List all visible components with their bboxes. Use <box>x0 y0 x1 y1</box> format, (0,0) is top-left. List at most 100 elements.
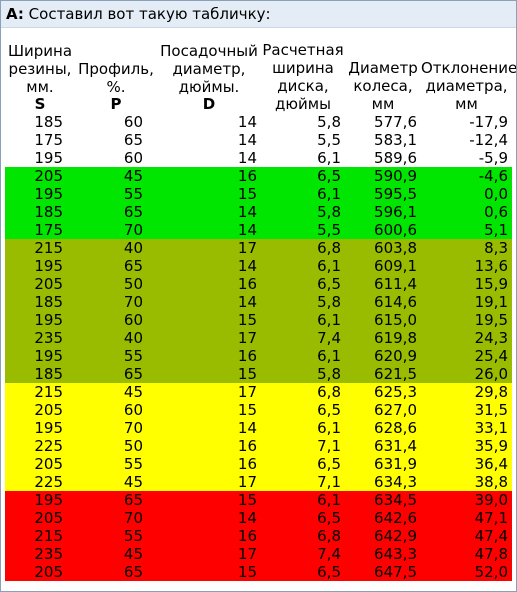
table-row: 225 50 16 7,1 631,4 35,9 <box>5 437 512 455</box>
header-wheel-diameter: Диаметр колеса, мм <box>345 41 421 113</box>
table-cell-rim-width: 6,1 <box>261 311 345 329</box>
table-cell-diameter-deviation: 47,8 <box>421 545 512 563</box>
table-cell-diameter-deviation: 19,1 <box>421 293 512 311</box>
table-cell-width: 195 <box>5 311 75 329</box>
table-row: 205 60 15 6,5 627,0 31,5 <box>5 401 512 419</box>
table-cell-rim-width: 6,8 <box>261 383 345 401</box>
table-cell-rim-width: 6,1 <box>261 419 345 437</box>
post-header: A: Составил вот такую табличку: <box>1 1 516 28</box>
header-line: дюймы. <box>178 78 240 96</box>
table-cell-width: 235 <box>5 545 75 563</box>
table-cell-rim-diameter: 15 <box>157 365 261 383</box>
header-symbol: P <box>110 95 122 113</box>
table-cell-width: 205 <box>5 455 75 473</box>
table-cell-width: 205 <box>5 167 75 185</box>
table-row: 185 70 14 5,8 614,6 19,1 <box>5 293 512 311</box>
table-row: 215 40 17 6,8 603,8 8,3 <box>5 239 512 257</box>
table-cell-diameter-deviation: 29,8 <box>421 383 512 401</box>
header-line: Отклонение <box>421 59 517 77</box>
table-cell-diameter-deviation: 19,5 <box>421 311 512 329</box>
table-wrapper: Ширина резины, мм. S Профиль,%. P Посадочный д… <box>5 41 517 581</box>
header-line: %. <box>106 78 126 96</box>
table-cell-diameter-deviation: 24,3 <box>421 329 512 347</box>
table-row: 205 70 14 6,5 642,6 47,1 <box>5 509 512 527</box>
table-cell-rim-diameter: 16 <box>157 347 261 365</box>
table-cell-rim-width: 5,5 <box>261 131 345 149</box>
table-cell-width: 205 <box>5 509 75 527</box>
table-cell-profile: 55 <box>75 455 157 473</box>
table-cell-rim-diameter: 15 <box>157 401 261 419</box>
table-cell-profile: 60 <box>75 149 157 167</box>
table-cell-diameter-deviation: 47,4 <box>421 527 512 545</box>
table-cell-rim-diameter: 14 <box>157 149 261 167</box>
table-row: 195 60 14 6,1 589,6 -5,9 <box>5 149 512 167</box>
table-cell-width: 195 <box>5 419 75 437</box>
table-cell-wheel-diameter: 634,5 <box>345 491 421 509</box>
header-line: Диаметр <box>348 59 418 77</box>
table-row: 195 65 15 6,1 634,5 39,0 <box>5 491 512 509</box>
table-cell-wheel-diameter: 590,9 <box>345 167 421 185</box>
table-row: 185 65 15 5,8 621,5 26,0 <box>5 365 512 383</box>
table-cell-profile: 45 <box>75 473 157 491</box>
table-cell-diameter-deviation: 36,4 <box>421 455 512 473</box>
table-cell-width: 235 <box>5 329 75 347</box>
table-row: 185 60 14 5,8 577,6 -17,9 <box>5 113 512 131</box>
header-line: диаметра, <box>425 77 508 95</box>
table-cell-diameter-deviation: 15,9 <box>421 275 512 293</box>
table-cell-rim-diameter: 17 <box>157 473 261 491</box>
tire-size-table: Ширина резины, мм. S Профиль,%. P Посадочный д… <box>5 41 517 581</box>
table-cell-diameter-deviation: 26,0 <box>421 365 512 383</box>
table-cell-diameter-deviation: 0,6 <box>421 203 512 221</box>
table-row: 175 65 14 5,5 583,1 -12,4 <box>5 131 512 149</box>
table-cell-profile: 60 <box>75 113 157 131</box>
table-cell-profile: 45 <box>75 383 157 401</box>
table-cell-rim-diameter: 15 <box>157 311 261 329</box>
table-cell-rim-width: 6,1 <box>261 347 345 365</box>
header-line: ширина <box>272 59 334 77</box>
table-cell-width: 225 <box>5 437 75 455</box>
table-cell-wheel-diameter: 634,3 <box>345 473 421 491</box>
table-cell-diameter-deviation: 38,8 <box>421 473 512 491</box>
header-line: Ширина <box>7 42 73 60</box>
header-rim-diameter: Посадочный диаметр, дюймы. D <box>157 41 261 113</box>
table-cell-rim-width: 7,4 <box>261 329 345 347</box>
table-cell-rim-width: 6,5 <box>261 509 345 527</box>
header-line: Посадочный <box>160 42 258 60</box>
header-line: диска, <box>277 77 329 95</box>
table-cell-diameter-deviation: 47,1 <box>421 509 512 527</box>
table-cell-rim-width: 5,8 <box>261 203 345 221</box>
table-cell-profile: 70 <box>75 221 157 239</box>
header-symbol: D <box>202 95 216 113</box>
table-cell-rim-diameter: 17 <box>157 239 261 257</box>
table-row: 235 40 17 7,4 619,8 24,3 <box>5 329 512 347</box>
table-cell-rim-width: 5,5 <box>261 221 345 239</box>
table-cell-rim-diameter: 16 <box>157 527 261 545</box>
table-cell-profile: 65 <box>75 257 157 275</box>
table-header-row: Ширина резины, мм. S Профиль,%. P Посадочный д… <box>5 41 517 113</box>
table-cell-width: 185 <box>5 293 75 311</box>
table-cell-rim-diameter: 14 <box>157 419 261 437</box>
table-cell-width: 215 <box>5 239 75 257</box>
table-cell-wheel-diameter: 603,8 <box>345 239 421 257</box>
table-cell-width: 185 <box>5 365 75 383</box>
table-cell-rim-width: 7,4 <box>261 545 345 563</box>
table-cell-rim-diameter: 15 <box>157 491 261 509</box>
table-cell-rim-width: 5,8 <box>261 113 345 131</box>
table-row: 205 55 16 6,5 631,9 36,4 <box>5 455 512 473</box>
table-cell-wheel-diameter: 600,6 <box>345 221 421 239</box>
table-cell-wheel-diameter: 583,1 <box>345 131 421 149</box>
table-cell-width: 195 <box>5 185 75 203</box>
table-row: 175 70 14 5,5 600,6 5,1 <box>5 221 512 239</box>
table-cell-rim-width: 5,8 <box>261 365 345 383</box>
table-cell-width: 185 <box>5 113 75 131</box>
table-cell-wheel-diameter: 595,5 <box>345 185 421 203</box>
table-row: 195 55 16 6,1 620,9 25,4 <box>5 347 512 365</box>
table-cell-wheel-diameter: 589,6 <box>345 149 421 167</box>
table-cell-wheel-diameter: 631,4 <box>345 437 421 455</box>
table-row: 235 45 17 7,4 643,3 47,8 <box>5 545 512 563</box>
table-cell-profile: 70 <box>75 419 157 437</box>
table-cell-rim-width: 6,1 <box>261 257 345 275</box>
table-cell-rim-diameter: 16 <box>157 275 261 293</box>
table-row: 195 55 15 6,1 595,5 0,0 <box>5 185 512 203</box>
table-cell-rim-diameter: 16 <box>157 455 261 473</box>
